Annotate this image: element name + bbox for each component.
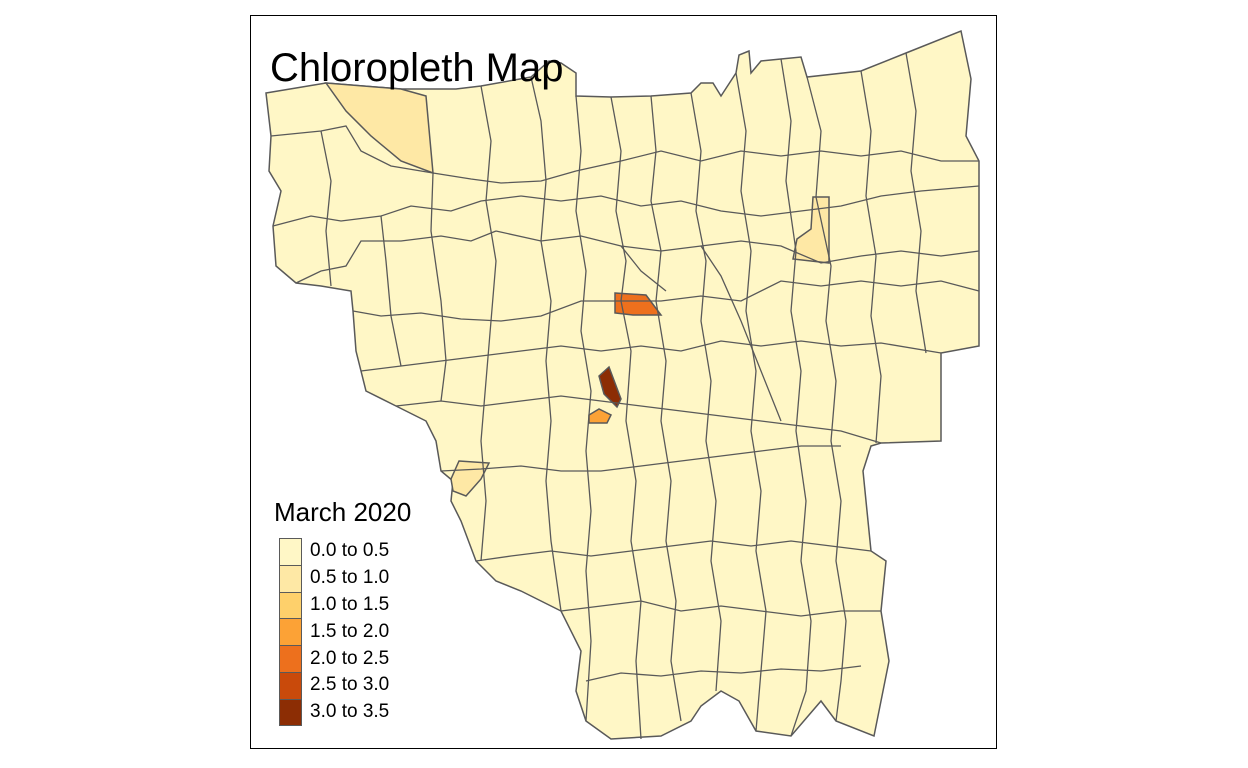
legend-swatch	[279, 564, 302, 592]
legend-label: 2.0 to 2.5	[310, 647, 390, 669]
legend-item: 0.5 to 1.0	[279, 564, 390, 592]
legend-label: 3.0 to 3.5	[310, 701, 390, 723]
map-frame	[250, 15, 997, 749]
legend-label: 0.0 to 0.5	[310, 540, 390, 562]
legend-item: 0.0 to 0.5	[279, 538, 389, 565]
legend-label: 2.5 to 3.0	[310, 674, 390, 696]
district-boundaries	[270, 52, 980, 740]
legend-label: 1.0 to 1.5	[310, 593, 390, 615]
legend-swatch	[279, 618, 302, 646]
legend-title: March 2020	[274, 497, 412, 527]
legend-item: 3.0 to 3.5	[279, 698, 390, 726]
legend-swatch	[279, 671, 302, 699]
choropleth-map	[265, 29, 980, 740]
legend: 0.0 to 0.5 0.5 to 1.0 1.0 to 1.5 1.5 to 2.0…	[279, 538, 389, 726]
legend-item: 1.0 to 1.5	[279, 591, 390, 619]
region-central-a	[614, 292, 663, 316]
legend-swatch	[279, 698, 302, 726]
legend-item: 2.0 to 2.5	[279, 645, 389, 672]
legend-swatch	[279, 645, 302, 672]
region-northwest-coastal	[324, 82, 434, 175]
legend-item: 2.5 to 3.0	[279, 671, 390, 699]
legend-item: 1.5 to 2.0	[279, 618, 390, 646]
legend-swatch	[279, 538, 302, 565]
map-title: Chloropleth Map	[270, 46, 564, 90]
legend-label: 1.5 to 2.0	[310, 620, 390, 642]
legend-swatch	[279, 591, 302, 619]
legend-label: 0.5 to 1.0	[310, 567, 390, 589]
